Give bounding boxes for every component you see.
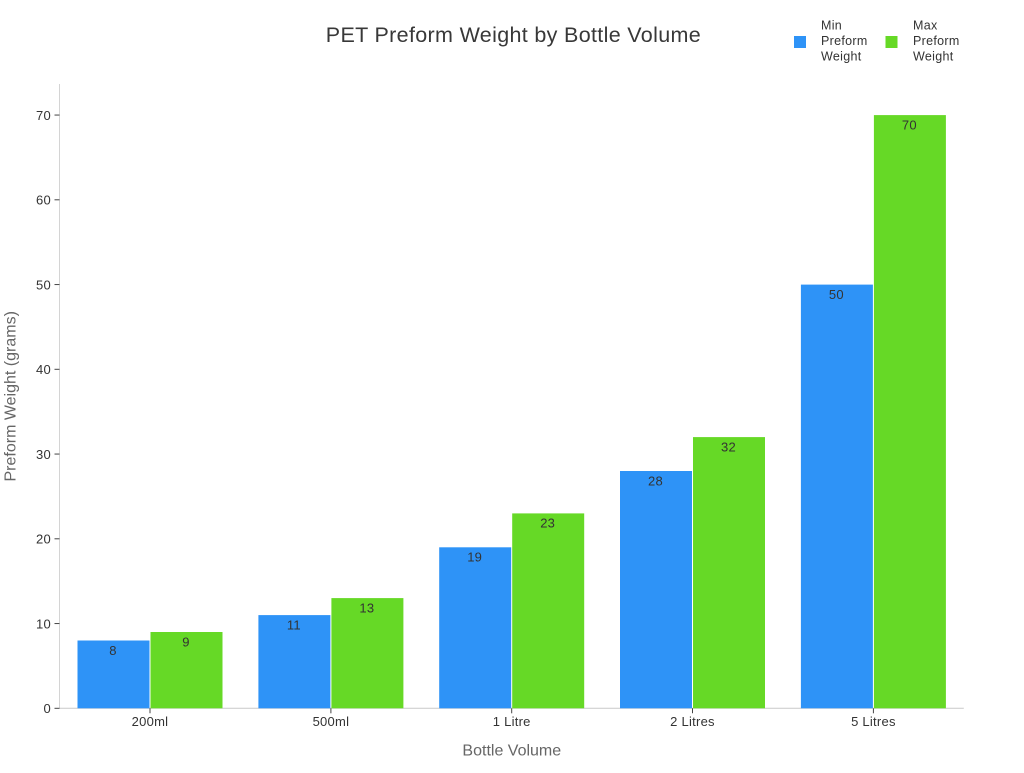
svg-text:Bottle Volume: Bottle Volume <box>462 742 561 759</box>
svg-text:Preform Weight (grams): Preform Weight (grams) <box>2 311 19 481</box>
svg-text:70: 70 <box>902 117 917 132</box>
svg-text:500ml: 500ml <box>313 714 350 729</box>
svg-text:30: 30 <box>36 447 51 462</box>
svg-text:0: 0 <box>44 701 51 716</box>
svg-text:Weight: Weight <box>913 50 954 64</box>
svg-text:10: 10 <box>36 616 51 631</box>
svg-text:Preform: Preform <box>821 34 868 48</box>
svg-text:PET Preform Weight by Bottle V: PET Preform Weight by Bottle Volume <box>326 23 701 47</box>
svg-text:2 Litres: 2 Litres <box>670 714 715 729</box>
svg-text:Min: Min <box>821 19 842 33</box>
svg-text:9: 9 <box>182 634 189 649</box>
svg-text:40: 40 <box>36 362 51 377</box>
svg-text:13: 13 <box>359 600 374 615</box>
svg-text:200ml: 200ml <box>132 714 169 729</box>
svg-text:8: 8 <box>109 643 116 658</box>
svg-text:Preform: Preform <box>913 34 960 48</box>
svg-text:32: 32 <box>721 439 736 454</box>
svg-text:60: 60 <box>36 193 51 208</box>
svg-text:50: 50 <box>829 287 844 302</box>
svg-text:28: 28 <box>648 473 663 488</box>
svg-text:19: 19 <box>467 550 482 565</box>
svg-text:1 Litre: 1 Litre <box>493 714 531 729</box>
svg-text:20: 20 <box>36 532 51 547</box>
svg-text:50: 50 <box>36 277 51 292</box>
svg-text:23: 23 <box>540 516 555 531</box>
svg-text:11: 11 <box>287 617 301 632</box>
svg-text:70: 70 <box>36 108 51 123</box>
svg-text:Max: Max <box>913 19 938 33</box>
svg-text:Weight: Weight <box>821 50 862 64</box>
svg-text:5 Litres: 5 Litres <box>851 714 896 729</box>
